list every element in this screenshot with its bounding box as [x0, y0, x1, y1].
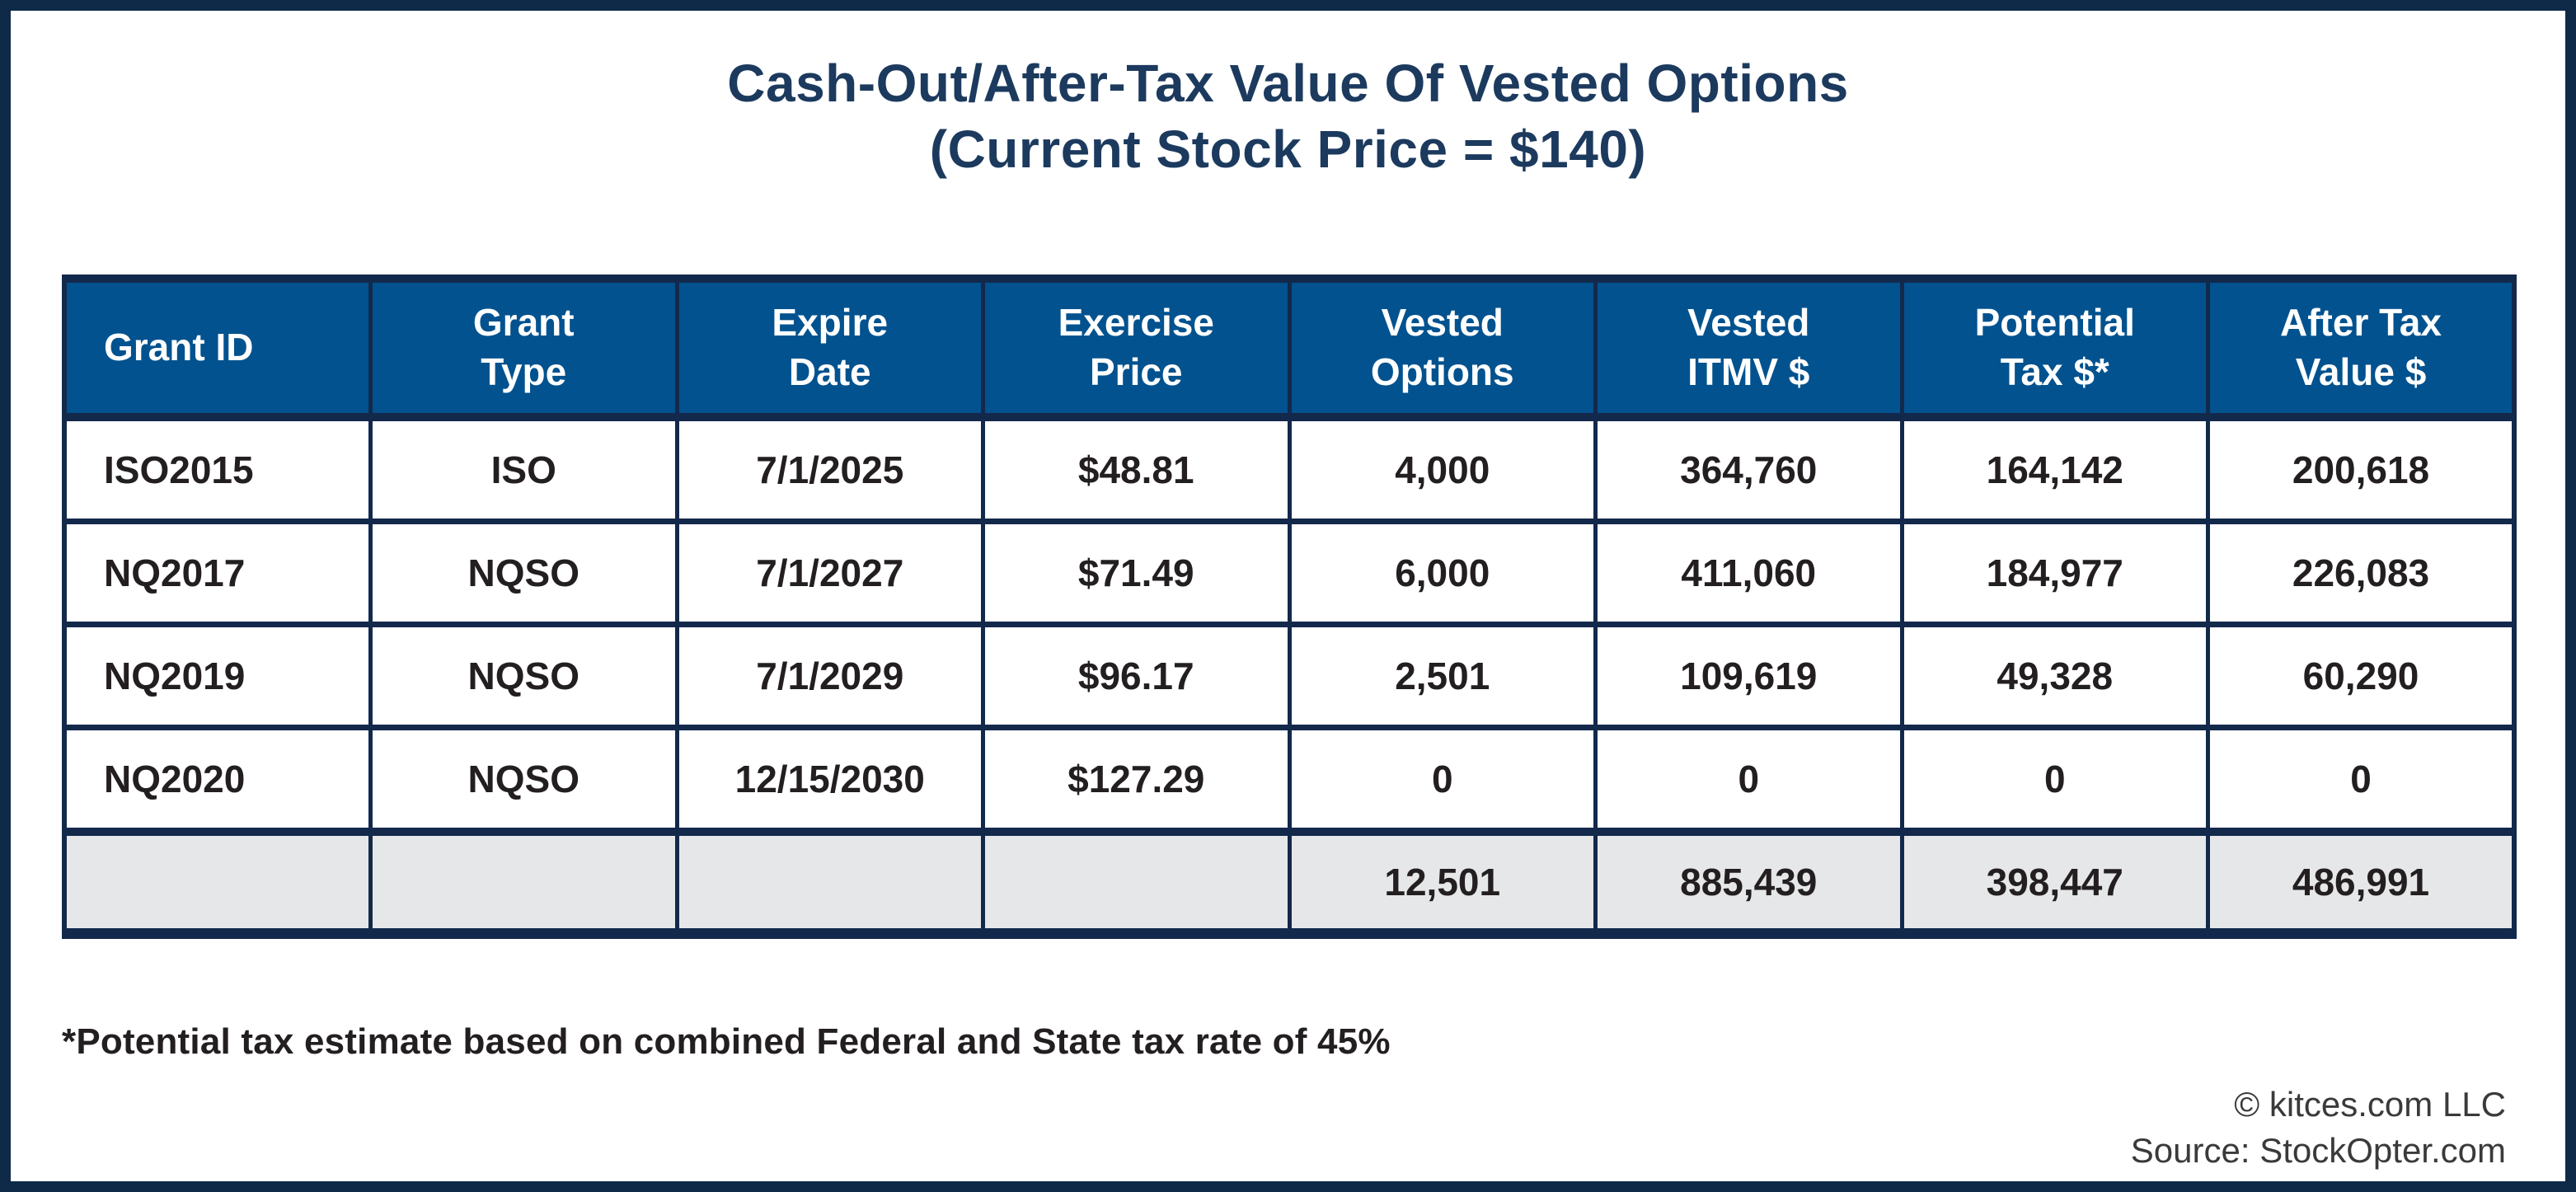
table-cell: $48.81 — [981, 414, 1292, 524]
totals-cell: 885,439 — [1593, 828, 1904, 939]
column-header-after-tax-value: After Tax Value $ — [2206, 275, 2517, 421]
totals-cell — [981, 828, 1292, 939]
table-cell: 226,083 — [2206, 519, 2517, 627]
table-cell: NQSO — [368, 519, 679, 627]
table-header-row: Grant ID Grant Type Expire Date Exercise… — [62, 275, 2517, 421]
column-header-exercise-price: Exercise Price — [981, 275, 1292, 421]
column-header-vested-itmv: Vested ITMV $ — [1593, 275, 1904, 421]
page-title: Cash-Out/After-Tax Value Of Vested Optio… — [11, 50, 2565, 182]
source-credits: © kitces.com LLC Source: StockOpter.com — [2131, 1082, 2506, 1175]
totals-cell — [368, 828, 679, 939]
table-cell: 109,619 — [1593, 622, 1904, 730]
table-row: NQ2017 NQSO 7/1/2027 $71.49 6,000 411,06… — [62, 519, 2517, 627]
table-cell: ISO — [368, 414, 679, 524]
copyright-line: © kitces.com LLC — [2234, 1084, 2506, 1124]
totals-cell — [674, 828, 985, 939]
vested-options-table: Grant ID Grant Type Expire Date Exercise… — [62, 275, 2517, 939]
table-cell: 7/1/2027 — [674, 519, 985, 627]
totals-cell: 398,447 — [1899, 828, 2210, 939]
table-cell: NQ2020 — [62, 725, 373, 835]
table-cell: 184,977 — [1899, 519, 2210, 627]
table-cell: 4,000 — [1287, 414, 1598, 524]
table-cell: 60,290 — [2206, 622, 2517, 730]
table-cell: NQ2017 — [62, 519, 373, 627]
title-line-2: (Current Stock Price = $140) — [929, 120, 1647, 179]
table-cell: 0 — [1287, 725, 1598, 835]
table-cell: ISO2015 — [62, 414, 373, 524]
table-cell: 6,000 — [1287, 519, 1598, 627]
table-cell: $71.49 — [981, 519, 1292, 627]
tax-footnote: *Potential tax estimate based on combine… — [62, 1021, 1391, 1062]
table-cell: 7/1/2029 — [674, 622, 985, 730]
table-cell: 0 — [1593, 725, 1904, 835]
table-row: NQ2020 NQSO 12/15/2030 $127.29 0 0 0 0 — [62, 725, 2517, 835]
table-cell: 2,501 — [1287, 622, 1598, 730]
column-header-grant-type: Grant Type — [368, 275, 679, 421]
table-cell: 0 — [2206, 725, 2517, 835]
column-header-grant-id: Grant ID — [62, 275, 373, 421]
column-header-vested-options: Vested Options — [1287, 275, 1598, 421]
table-cell: NQ2019 — [62, 622, 373, 730]
table-row: ISO2015 ISO 7/1/2025 $48.81 4,000 364,76… — [62, 414, 2517, 524]
totals-cell — [62, 828, 373, 939]
totals-cell: 486,991 — [2206, 828, 2517, 939]
table-cell: $96.17 — [981, 622, 1292, 730]
table-cell: 0 — [1899, 725, 2210, 835]
table-cell: NQSO — [368, 622, 679, 730]
column-header-expire-date: Expire Date — [674, 275, 985, 421]
table-cell: 7/1/2025 — [674, 414, 985, 524]
table-cell: 49,328 — [1899, 622, 2210, 730]
column-header-potential-tax: Potential Tax $* — [1899, 275, 2210, 421]
source-line: Source: StockOpter.com — [2130, 1131, 2506, 1171]
table-cell: 411,060 — [1593, 519, 1904, 627]
title-line-1: Cash-Out/After-Tax Value Of Vested Optio… — [727, 54, 1849, 113]
table-row: NQ2019 NQSO 7/1/2029 $96.17 2,501 109,61… — [62, 622, 2517, 730]
table-cell: NQSO — [368, 725, 679, 835]
table-cell: $127.29 — [981, 725, 1292, 835]
table-cell: 12/15/2030 — [674, 725, 985, 835]
table-cell: 200,618 — [2206, 414, 2517, 524]
table-cell: 364,760 — [1593, 414, 1904, 524]
table-cell: 164,142 — [1899, 414, 2210, 524]
totals-row: 12,501 885,439 398,447 486,991 — [62, 828, 2517, 939]
totals-cell: 12,501 — [1287, 828, 1598, 939]
